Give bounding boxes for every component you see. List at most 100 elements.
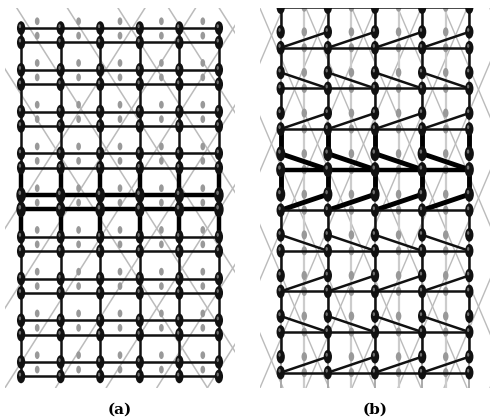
Circle shape	[348, 124, 354, 133]
Circle shape	[278, 312, 280, 316]
Circle shape	[348, 165, 354, 174]
Circle shape	[302, 3, 307, 12]
Circle shape	[76, 366, 81, 374]
Circle shape	[372, 3, 375, 7]
Circle shape	[159, 351, 164, 359]
Circle shape	[326, 231, 328, 235]
Circle shape	[396, 230, 402, 239]
Circle shape	[326, 369, 328, 373]
Circle shape	[98, 24, 100, 28]
Circle shape	[76, 157, 81, 165]
Circle shape	[371, 0, 379, 14]
Circle shape	[138, 233, 140, 237]
Circle shape	[98, 149, 100, 153]
Circle shape	[420, 149, 422, 154]
Circle shape	[276, 309, 285, 323]
Circle shape	[278, 109, 280, 113]
Circle shape	[19, 149, 21, 153]
Circle shape	[372, 125, 375, 129]
Circle shape	[177, 247, 180, 251]
Circle shape	[371, 65, 379, 79]
Circle shape	[276, 25, 285, 39]
Circle shape	[348, 84, 354, 93]
Circle shape	[276, 325, 285, 339]
Circle shape	[76, 309, 81, 317]
Circle shape	[418, 269, 426, 282]
Circle shape	[396, 28, 402, 36]
Circle shape	[76, 351, 81, 359]
Circle shape	[56, 272, 65, 285]
Circle shape	[17, 21, 25, 35]
Circle shape	[420, 247, 422, 251]
Circle shape	[371, 228, 379, 242]
Circle shape	[324, 325, 332, 339]
Circle shape	[175, 63, 184, 77]
Circle shape	[324, 228, 332, 242]
Circle shape	[443, 3, 448, 12]
Circle shape	[467, 85, 469, 88]
Circle shape	[276, 228, 285, 242]
Circle shape	[98, 331, 100, 335]
Circle shape	[138, 289, 140, 293]
Circle shape	[138, 331, 140, 335]
Circle shape	[96, 187, 105, 203]
Circle shape	[467, 206, 469, 210]
Circle shape	[216, 122, 219, 126]
Circle shape	[58, 164, 60, 168]
Circle shape	[396, 84, 402, 93]
Circle shape	[200, 351, 205, 359]
Circle shape	[177, 358, 180, 362]
Circle shape	[276, 244, 285, 258]
Circle shape	[214, 201, 224, 217]
Circle shape	[175, 328, 184, 342]
Circle shape	[58, 24, 60, 28]
Circle shape	[302, 206, 307, 215]
Circle shape	[326, 247, 328, 251]
Circle shape	[58, 247, 60, 251]
Circle shape	[136, 161, 144, 175]
Circle shape	[17, 161, 25, 175]
Circle shape	[96, 244, 104, 258]
Circle shape	[200, 324, 205, 332]
Circle shape	[17, 146, 25, 160]
Circle shape	[175, 105, 184, 118]
Circle shape	[175, 369, 184, 383]
Circle shape	[98, 205, 100, 209]
Circle shape	[348, 43, 354, 53]
Circle shape	[348, 368, 354, 377]
Circle shape	[96, 161, 104, 175]
Circle shape	[98, 233, 100, 237]
Circle shape	[138, 373, 140, 377]
Circle shape	[370, 187, 380, 202]
Circle shape	[326, 44, 328, 48]
Circle shape	[372, 85, 375, 88]
Circle shape	[159, 59, 164, 67]
Circle shape	[177, 108, 180, 112]
Circle shape	[216, 358, 219, 362]
Circle shape	[35, 199, 40, 206]
Circle shape	[276, 284, 285, 298]
Circle shape	[348, 287, 354, 296]
Circle shape	[396, 165, 402, 174]
Circle shape	[420, 3, 422, 7]
Circle shape	[58, 233, 60, 237]
Circle shape	[98, 108, 100, 112]
Circle shape	[372, 206, 375, 210]
Circle shape	[396, 368, 402, 377]
Circle shape	[418, 106, 426, 120]
Circle shape	[138, 39, 140, 43]
Circle shape	[76, 324, 81, 332]
Circle shape	[17, 272, 25, 285]
Circle shape	[465, 309, 473, 323]
Circle shape	[372, 369, 375, 373]
Circle shape	[177, 24, 180, 28]
Circle shape	[278, 166, 280, 170]
Circle shape	[372, 69, 375, 73]
Circle shape	[302, 149, 307, 158]
Circle shape	[465, 106, 473, 120]
Circle shape	[396, 3, 402, 12]
Circle shape	[443, 190, 448, 199]
Circle shape	[138, 275, 140, 279]
Circle shape	[96, 314, 104, 327]
Circle shape	[215, 328, 223, 342]
